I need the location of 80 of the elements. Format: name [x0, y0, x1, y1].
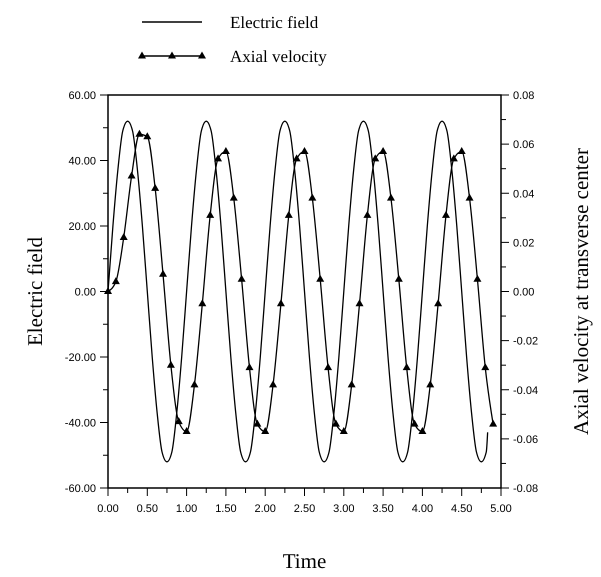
x-tick-label: 2.00 — [254, 503, 276, 515]
point — [151, 184, 160, 191]
y2-tick-label: 0.06 — [513, 139, 534, 152]
point — [292, 154, 301, 162]
point — [394, 274, 403, 282]
x-tick-label: 3.50 — [372, 503, 394, 515]
point — [356, 299, 364, 306]
point — [245, 363, 254, 370]
point — [426, 380, 434, 388]
y-tick-label: 20.00 — [68, 221, 96, 233]
point — [143, 132, 152, 140]
x-tick-label: 3.00 — [333, 503, 355, 515]
point — [198, 299, 206, 306]
point — [371, 154, 380, 162]
point — [481, 363, 490, 370]
point — [450, 154, 458, 162]
point — [324, 363, 332, 370]
point — [222, 146, 230, 154]
point — [473, 274, 482, 282]
y2-tick-label: 0.02 — [513, 237, 534, 250]
point — [261, 427, 270, 434]
point — [434, 299, 442, 306]
point — [230, 194, 238, 201]
point — [214, 154, 222, 162]
y2-tick-label: 0.00 — [513, 286, 534, 298]
point — [135, 130, 144, 137]
point — [253, 420, 262, 427]
point — [386, 194, 395, 201]
point — [238, 274, 246, 282]
point — [308, 194, 316, 201]
point — [402, 363, 411, 370]
y2-tick-label: 0.04 — [513, 188, 534, 200]
point — [276, 299, 285, 306]
point — [190, 380, 198, 388]
point — [206, 210, 214, 218]
point — [316, 274, 324, 282]
x-tick-label: 4.50 — [450, 503, 472, 515]
point — [363, 210, 372, 218]
y-axis-title: Electric field — [23, 236, 47, 346]
point — [410, 420, 419, 427]
point — [418, 427, 426, 434]
point — [442, 210, 450, 218]
y2-tick-label: -0.08 — [513, 483, 538, 495]
x-tick-label: 0.50 — [136, 503, 158, 515]
y2-tick-label: -0.02 — [513, 336, 538, 348]
point — [379, 146, 388, 154]
y2-axis-title: Axial velocity at transverse center — [569, 148, 593, 435]
x-tick-label: 1.00 — [176, 503, 198, 515]
point — [159, 270, 168, 277]
point — [182, 427, 191, 434]
point — [300, 146, 308, 154]
y2-tick-label: -0.04 — [513, 384, 538, 397]
point — [120, 232, 128, 240]
y-tick-label: 60.00 — [68, 90, 96, 102]
point — [340, 427, 348, 434]
legend-label: Axial velocity — [230, 47, 328, 66]
point — [174, 417, 183, 424]
x-axis-title: Time — [282, 549, 326, 573]
x-tick-label: 1.50 — [215, 503, 237, 515]
y-tick-label: 40.00 — [68, 156, 96, 168]
point — [269, 380, 278, 388]
point — [489, 420, 498, 427]
point — [466, 194, 474, 201]
point — [348, 380, 356, 388]
y-tick-label: 0.00 — [74, 286, 96, 298]
x-tick-label: 5.00 — [490, 503, 512, 515]
x-tick-label: 2.50 — [294, 503, 316, 515]
legend-label: Electric field — [230, 13, 319, 32]
x-tick-label: 0.00 — [97, 503, 119, 515]
y-tick-label: -20.00 — [64, 352, 96, 364]
point — [458, 146, 466, 154]
point — [112, 277, 120, 284]
y-tick-label: -40.00 — [64, 418, 96, 430]
point — [128, 172, 136, 179]
y2-tick-label: -0.06 — [513, 434, 538, 446]
y-tick-label: -60.00 — [64, 483, 96, 495]
y2-tick-label: 0.08 — [513, 90, 534, 102]
point — [166, 360, 175, 368]
x-tick-label: 4.00 — [412, 503, 434, 515]
point — [284, 210, 293, 218]
